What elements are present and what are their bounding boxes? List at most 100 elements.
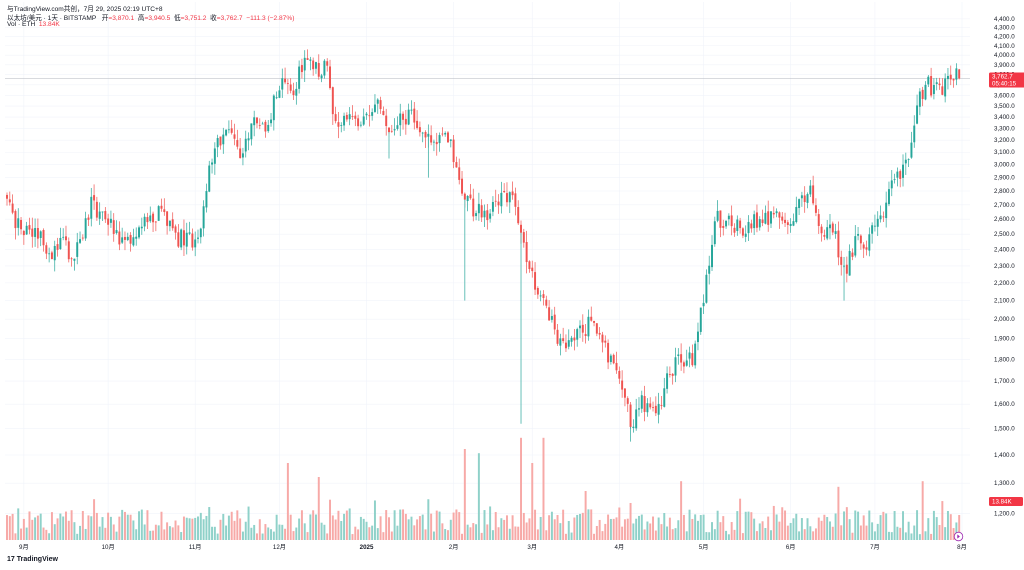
volume-bar — [629, 502, 632, 540]
candle-body — [522, 232, 525, 243]
volume-bar — [902, 511, 904, 540]
volume-bar — [435, 510, 438, 540]
volume-bar — [331, 515, 334, 540]
candle-body — [699, 307, 702, 332]
candle-body — [138, 227, 140, 238]
candle-body — [129, 235, 132, 244]
candle-body — [643, 396, 646, 412]
candle-body — [104, 211, 107, 220]
candle-body — [368, 115, 371, 117]
candle-body — [570, 337, 573, 342]
candle-body — [241, 153, 244, 158]
candle-body — [486, 210, 489, 221]
volume-bar — [216, 533, 219, 540]
candle-body — [946, 75, 949, 80]
tradingview-footer[interactable]: 17 TradingView — [7, 556, 58, 563]
candle-body — [385, 115, 388, 127]
candle-body — [913, 125, 916, 143]
volume-bar — [879, 515, 882, 540]
volume-bars — [6, 437, 961, 540]
candle-body — [483, 210, 486, 218]
candle-body — [326, 61, 329, 66]
volume-bar — [736, 511, 739, 540]
candle-body — [508, 192, 511, 203]
volume-bar — [896, 526, 899, 540]
volume-bar — [514, 526, 517, 540]
candle-body — [295, 88, 298, 96]
candle-body — [623, 388, 626, 398]
time-axis[interactable]: 9月 10月 11月 12月 2025 2月 3月 4月 5月 6月 7月 8月 — [19, 544, 967, 551]
candle-body — [8, 199, 11, 203]
open-label: 开 — [101, 15, 109, 22]
volume-bar — [272, 531, 275, 540]
candle-body — [236, 140, 239, 147]
candle-body — [924, 84, 927, 100]
candle-body — [84, 218, 87, 239]
candle-body — [621, 380, 624, 390]
candle-body — [638, 408, 640, 410]
volume-bar — [205, 515, 208, 540]
candle-body — [171, 219, 174, 229]
price-tick-label: 1,700.0 — [994, 378, 1015, 385]
volume-bar — [354, 526, 357, 540]
volume-bar — [702, 514, 705, 540]
volume-bar — [932, 510, 935, 540]
volume-bar — [239, 518, 242, 540]
volume-bar — [705, 532, 708, 540]
volume-bar — [727, 534, 730, 540]
change-value: −111.3 (−2.87%) — [246, 15, 295, 22]
volume-bar — [806, 518, 809, 540]
price-tick-label: 2,500.0 — [994, 231, 1015, 238]
candle-body — [944, 78, 947, 97]
time-tick-label: 2025 — [360, 544, 374, 551]
volume-bar — [298, 518, 301, 540]
candle-body — [90, 196, 93, 219]
candle-body — [202, 206, 205, 229]
time-tick-label: 11月 — [189, 544, 202, 551]
volume-bar — [438, 511, 441, 540]
volume-bar — [132, 520, 135, 540]
settings-icon[interactable] — [953, 531, 964, 542]
symbol-label[interactable]: 以太坊/美元 · 1天 · BITSTAMP — [7, 15, 97, 22]
price-tick-label: 2,900.0 — [994, 175, 1015, 182]
candle-body — [626, 398, 629, 404]
candle-body — [441, 133, 444, 135]
volume-bar — [48, 533, 51, 540]
price-tick-label: 1,200.0 — [994, 511, 1015, 518]
candle-body — [379, 100, 382, 110]
candle-body — [22, 230, 25, 236]
candle-body — [725, 220, 728, 227]
candle-body — [750, 223, 753, 229]
volume-bar — [548, 515, 551, 540]
volume-bar — [107, 512, 110, 540]
volume-bar — [576, 514, 579, 540]
price-axis[interactable]: 4,400.0 4,300.0 4,200.0 4,100.0 4,000.0 3,900… — [994, 16, 1015, 518]
volume-bar — [447, 530, 449, 540]
volume-bar — [612, 518, 615, 540]
candle-body — [135, 236, 138, 239]
price-tick-label: 4,100.0 — [994, 43, 1015, 50]
volume-bar — [778, 521, 781, 540]
candle-body — [705, 274, 708, 303]
price-tick-label: 4,000.0 — [994, 52, 1015, 59]
candle-body — [107, 218, 110, 225]
candle-body — [227, 129, 230, 131]
price-tick-label: 4,300.0 — [994, 25, 1015, 32]
candle-body — [20, 219, 23, 230]
volume-bar — [764, 528, 767, 540]
candle-body — [632, 426, 635, 428]
volume-bar — [455, 509, 458, 540]
volume-bar — [129, 514, 132, 540]
last-price-tag-box — [989, 72, 1024, 88]
candle-body — [550, 316, 553, 320]
candle-body — [755, 212, 758, 228]
bar-countdown-label: 05:40:15 — [992, 80, 1017, 87]
time-tick-label: 5月 — [699, 544, 709, 551]
candlesticks — [6, 49, 961, 442]
volume-bar — [323, 524, 326, 540]
volume-label[interactable]: Vol · ETH — [7, 21, 36, 28]
candle-body — [309, 59, 312, 61]
candle-body — [253, 117, 256, 126]
candle-body — [652, 407, 655, 408]
